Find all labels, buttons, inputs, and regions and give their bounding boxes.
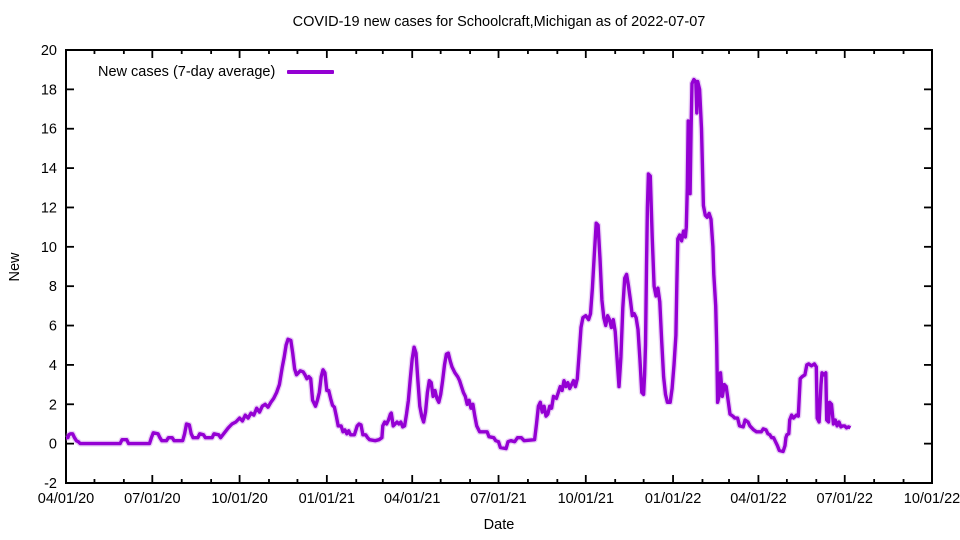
x-tick-label: 10/01/22 <box>904 491 960 507</box>
x-tick-label: 04/01/21 <box>384 491 440 507</box>
x-tick-label: 07/01/22 <box>817 491 873 507</box>
y-tick-label: 14 <box>41 161 57 177</box>
y-tick-label: 12 <box>41 200 57 216</box>
y-axis-title: New <box>7 252 23 282</box>
x-tick-label: 07/01/21 <box>470 491 526 507</box>
data-line-halo <box>64 76 852 455</box>
y-tick-label: 8 <box>49 279 57 295</box>
plot-border <box>65 49 933 484</box>
x-tick-label: 10/01/21 <box>558 491 614 507</box>
legend-line-sample <box>287 70 335 74</box>
x-tick-label: 10/01/20 <box>211 491 267 507</box>
y-tick-label: 10 <box>41 240 57 256</box>
y-tick-label: 2 <box>49 397 57 413</box>
y-tick-label: 4 <box>49 358 57 374</box>
y-tick-label: 0 <box>49 437 57 453</box>
chart-title: COVID-19 new cases for Schoolcraft,Michi… <box>292 14 706 30</box>
x-tick-label: 04/01/22 <box>730 491 786 507</box>
legend-label: New cases (7-day average) <box>98 64 276 80</box>
x-tick-label: 01/01/22 <box>645 491 701 507</box>
x-axis-title: Date <box>483 517 515 533</box>
y-tick-label: 6 <box>49 319 57 335</box>
y-tick-label: -2 <box>44 476 57 492</box>
y-tick-label: 16 <box>41 122 57 138</box>
y-tick-label: 18 <box>41 82 57 98</box>
y-tick-label: 20 <box>41 43 57 59</box>
x-tick-label: 07/01/20 <box>124 491 180 507</box>
data-line <box>66 77 852 454</box>
legend: New cases (7-day average) <box>98 64 335 80</box>
x-tick-label: 01/01/21 <box>299 491 355 507</box>
x-tick-label: 04/01/20 <box>38 491 94 507</box>
